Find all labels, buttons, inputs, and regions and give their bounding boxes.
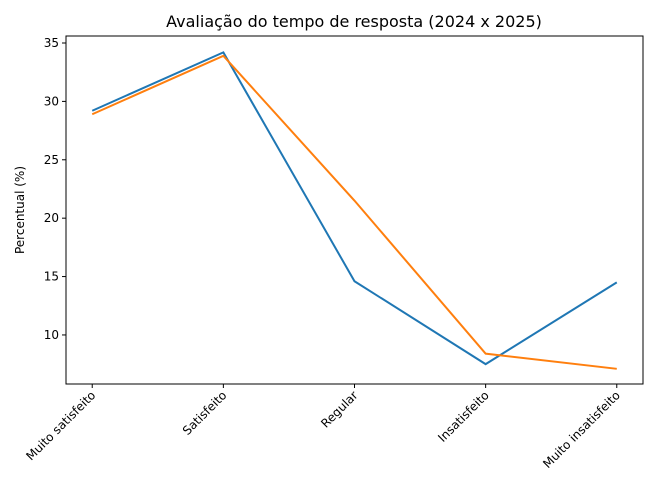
- y-tick-label: 20: [44, 211, 59, 225]
- x-tick-label: Muito satisfeito: [23, 388, 98, 463]
- line-series: [91, 54, 617, 370]
- x-tick-label: Satisfeito: [180, 388, 230, 438]
- y-tick-label: 15: [44, 270, 59, 284]
- y-tick-label: 35: [44, 36, 59, 50]
- x-tick-label: Regular: [318, 388, 360, 430]
- line-series: [91, 51, 618, 366]
- chart-title: Avaliação do tempo de resposta (2024 x 2…: [166, 12, 542, 31]
- y-tick-label: 25: [44, 153, 59, 167]
- y-tick-label: 10: [44, 328, 59, 342]
- y-axis-label: Percentual (%): [13, 166, 27, 254]
- x-tick-label: Insatisfeito: [435, 388, 492, 445]
- x-tick-label: Muito insatisfeito: [540, 388, 623, 471]
- y-tick-label: 30: [44, 94, 59, 108]
